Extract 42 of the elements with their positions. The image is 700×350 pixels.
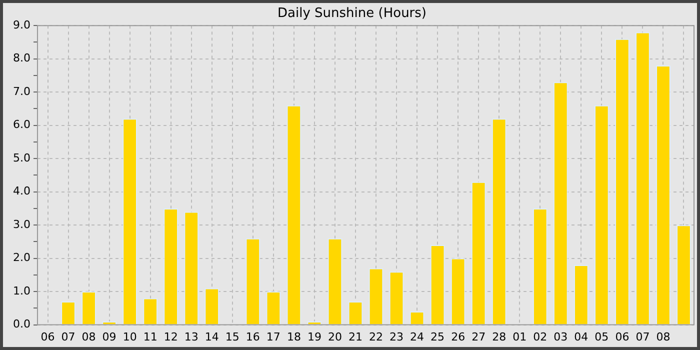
y-tick-label: 5.0	[12, 151, 30, 164]
x-tick-label: 15	[225, 330, 240, 344]
y-tick-label: 1.0	[12, 284, 30, 298]
x-tick-label: 10	[122, 330, 137, 344]
x-tick-label: 03	[554, 330, 568, 344]
y-tick-label: 9.0	[12, 18, 30, 32]
x-tick-label: 14	[204, 330, 219, 344]
x-tick-label: 21	[348, 330, 362, 344]
y-tick-label: 6.0	[12, 118, 30, 132]
x-tick-label: 27	[472, 330, 486, 344]
x-tick-label: 20	[328, 330, 342, 344]
x-tick-label: 19	[307, 330, 322, 344]
x-tick-label: 22	[369, 330, 384, 344]
y-tick-label: 0.0	[12, 318, 30, 331]
y-tick-label: 4.0	[12, 184, 30, 198]
x-tick-label: 06	[615, 330, 630, 344]
x-tick-label: 25	[430, 330, 445, 344]
x-tick-label: 23	[390, 330, 404, 344]
x-tick-label: 07	[636, 330, 650, 344]
x-tick-label: 06	[40, 330, 55, 344]
x-tick-label: 13	[184, 330, 198, 344]
x-tick-label: 08	[656, 330, 670, 344]
x-tick-label: 01	[512, 330, 527, 344]
x-tick-label: 05	[594, 330, 609, 344]
x-tick-label: 17	[266, 330, 280, 344]
x-tick-label: 09	[102, 330, 116, 344]
x-tick-label: 08	[82, 330, 96, 344]
x-tick-label: 28	[492, 330, 506, 344]
y-tick-label: 2.0	[12, 251, 30, 264]
y-tick-label: 3.0	[12, 218, 30, 231]
y-tick-label: 8.0	[12, 52, 30, 65]
x-tick-label: 11	[143, 330, 158, 344]
x-tick-label: 18	[286, 330, 301, 344]
x-tick-label: 07	[61, 330, 76, 344]
x-tick-label: 04	[574, 330, 588, 344]
y-tick-label: 7.0	[12, 84, 30, 98]
x-tick-label: 02	[533, 330, 548, 344]
x-tick-label: 12	[164, 330, 178, 344]
chart-title: Daily Sunshine (Hours)	[278, 6, 426, 22]
x-tick-label: 26	[451, 330, 466, 344]
x-tick-label: 24	[410, 330, 424, 344]
x-tick-label: 16	[246, 330, 260, 344]
